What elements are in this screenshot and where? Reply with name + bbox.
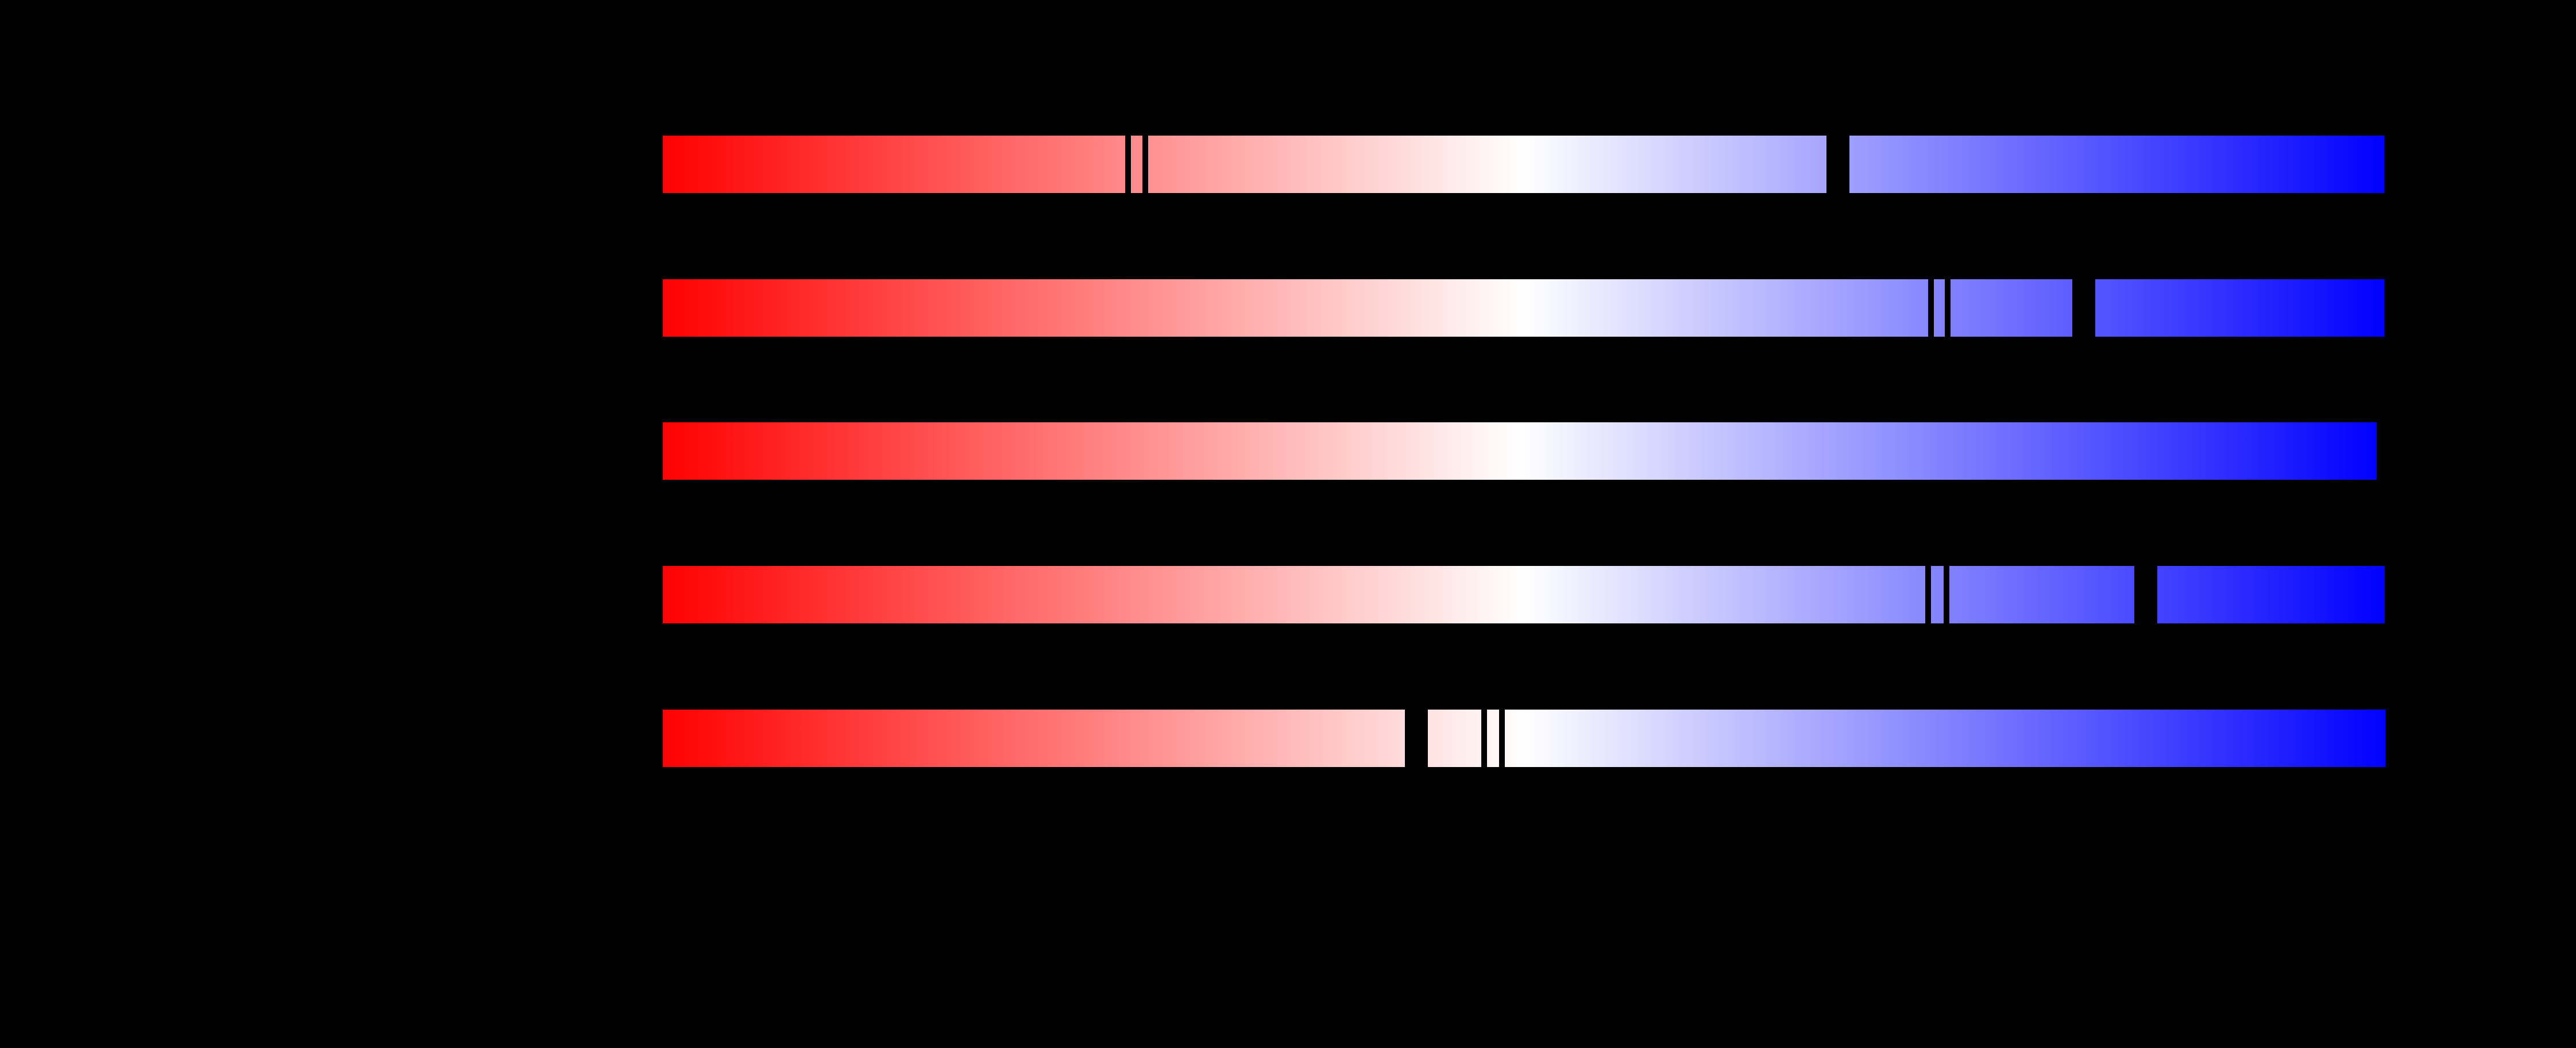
thin-tick-marker (1481, 710, 1487, 767)
gradient-bar-row-3 (663, 422, 2377, 480)
thin-tick-marker (1925, 566, 1931, 623)
thin-tick-marker (1142, 136, 1148, 193)
thin-tick-marker (1499, 710, 1505, 767)
thick-gap-marker (1826, 136, 1849, 193)
thick-gap-marker (1405, 710, 1428, 767)
thin-tick-marker (1944, 566, 1949, 623)
gradient-bar-row-4 (663, 566, 2385, 623)
thin-tick-marker (1928, 279, 1934, 337)
thick-gap-marker (2134, 566, 2157, 623)
gradient-bar-row-2 (663, 279, 2384, 337)
thick-gap-marker (2072, 279, 2095, 337)
thin-tick-marker (1945, 279, 1951, 337)
gradient-bar-row-5 (663, 710, 2385, 767)
gradient-bar-row-1 (663, 136, 2384, 193)
thin-tick-marker (1125, 136, 1131, 193)
